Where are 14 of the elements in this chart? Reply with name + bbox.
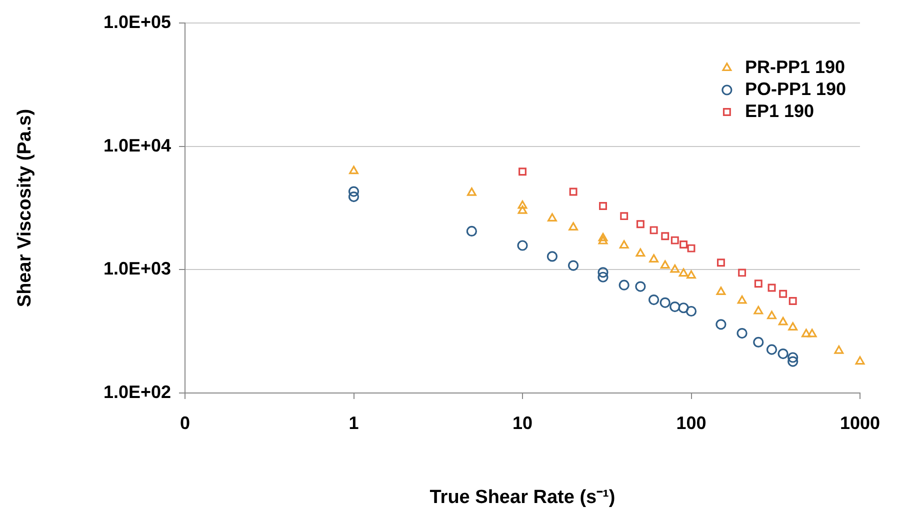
- y-tick-label: 1.0E+03: [103, 258, 171, 279]
- y-tick-label: 1.0E+04: [103, 135, 171, 156]
- legend-label: PR-PP1 190: [744, 56, 846, 77]
- x-axis-title: True Shear Rate (s⁻¹): [430, 486, 616, 508]
- y-axis-title: Shear Viscosity (Pa.s): [14, 108, 36, 308]
- x-tick-label: 100: [676, 412, 706, 433]
- x-tick-label: 1000: [840, 412, 880, 433]
- x-tick-label: 10: [512, 412, 533, 433]
- y-tick-label: 1.0E+02: [103, 382, 171, 402]
- legend-label: EP1 190: [744, 100, 814, 121]
- y-tick-label: 1.0E+05: [103, 12, 171, 32]
- x-tick-label: 1: [348, 412, 359, 433]
- legend-label: PO-PP1 190: [744, 78, 846, 99]
- x-tick-label: 0: [180, 412, 190, 433]
